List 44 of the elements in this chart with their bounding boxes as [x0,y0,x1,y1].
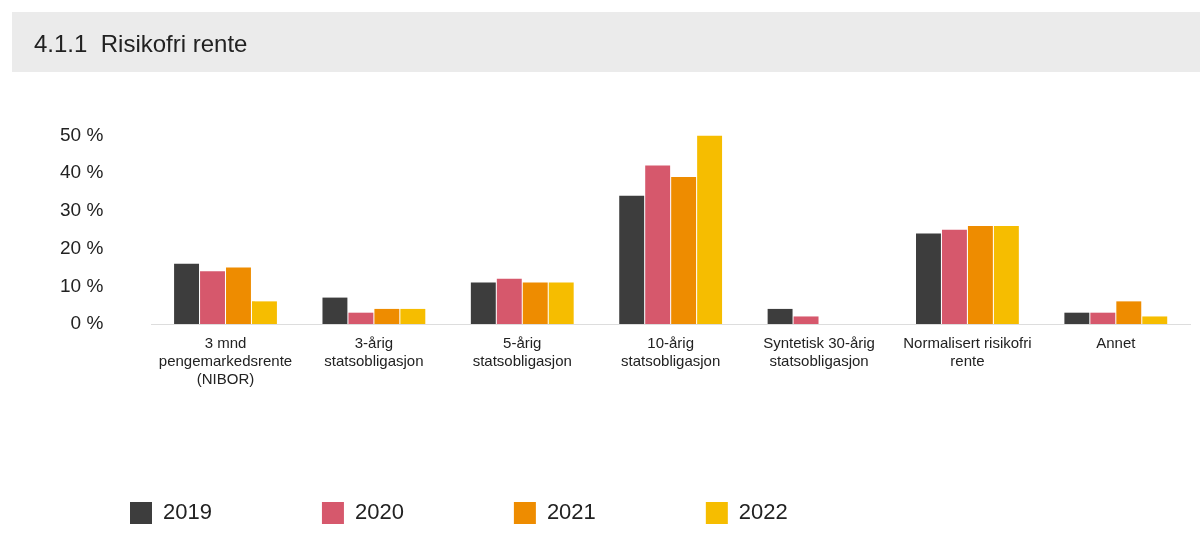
x-tick-label: Annet [1096,334,1137,352]
bar [916,233,941,324]
y-tick-label: 0 % [70,312,104,334]
bar [200,271,225,324]
bar [400,308,426,324]
y-tick-label: 50 % [59,123,104,145]
bar [967,225,993,324]
bar [1090,312,1116,324]
bar [671,176,697,324]
bar [322,297,348,324]
x-tick-label: 3-årig statsobligasjon [324,334,424,370]
bar [1142,316,1168,324]
bar [251,301,277,324]
bar [496,278,522,324]
bar [1064,312,1090,324]
bar [548,282,574,324]
x-tick-label: 3 mnd pengemarkedsrente (NIBOR) [158,334,293,388]
bar [374,308,400,324]
y-tick-label: 40 % [59,161,104,183]
bar [470,282,496,324]
bar [619,195,645,324]
bar [645,165,671,324]
bar [767,308,793,324]
x-tick-label: Normalisert risikofri rente [903,334,1032,370]
x-tick-label: Syntetisk 30-årig statsobligasjon [763,334,875,370]
bar [522,282,548,324]
legend-label: 2021 [546,499,596,525]
x-tick-label: 10-årig statsobligasjon [621,334,721,370]
legend-label: 2019 [163,499,212,525]
bar [226,267,251,324]
y-tick-label: 30 % [59,199,104,221]
chart-title: 4.1.1 Risikofri rente [34,30,248,58]
bar [697,135,723,324]
legend-label: 2020 [354,499,404,525]
y-tick-label: 10 % [59,274,104,296]
bar [941,229,967,324]
x-tick-label: 5-årig statsobligasjon [472,334,572,370]
bar [793,316,819,324]
legend-label: 2022 [738,499,788,525]
bar [993,225,1019,324]
bar [1116,301,1142,324]
bar [174,263,200,324]
bar [348,312,374,324]
y-tick-label: 20 % [59,236,104,258]
